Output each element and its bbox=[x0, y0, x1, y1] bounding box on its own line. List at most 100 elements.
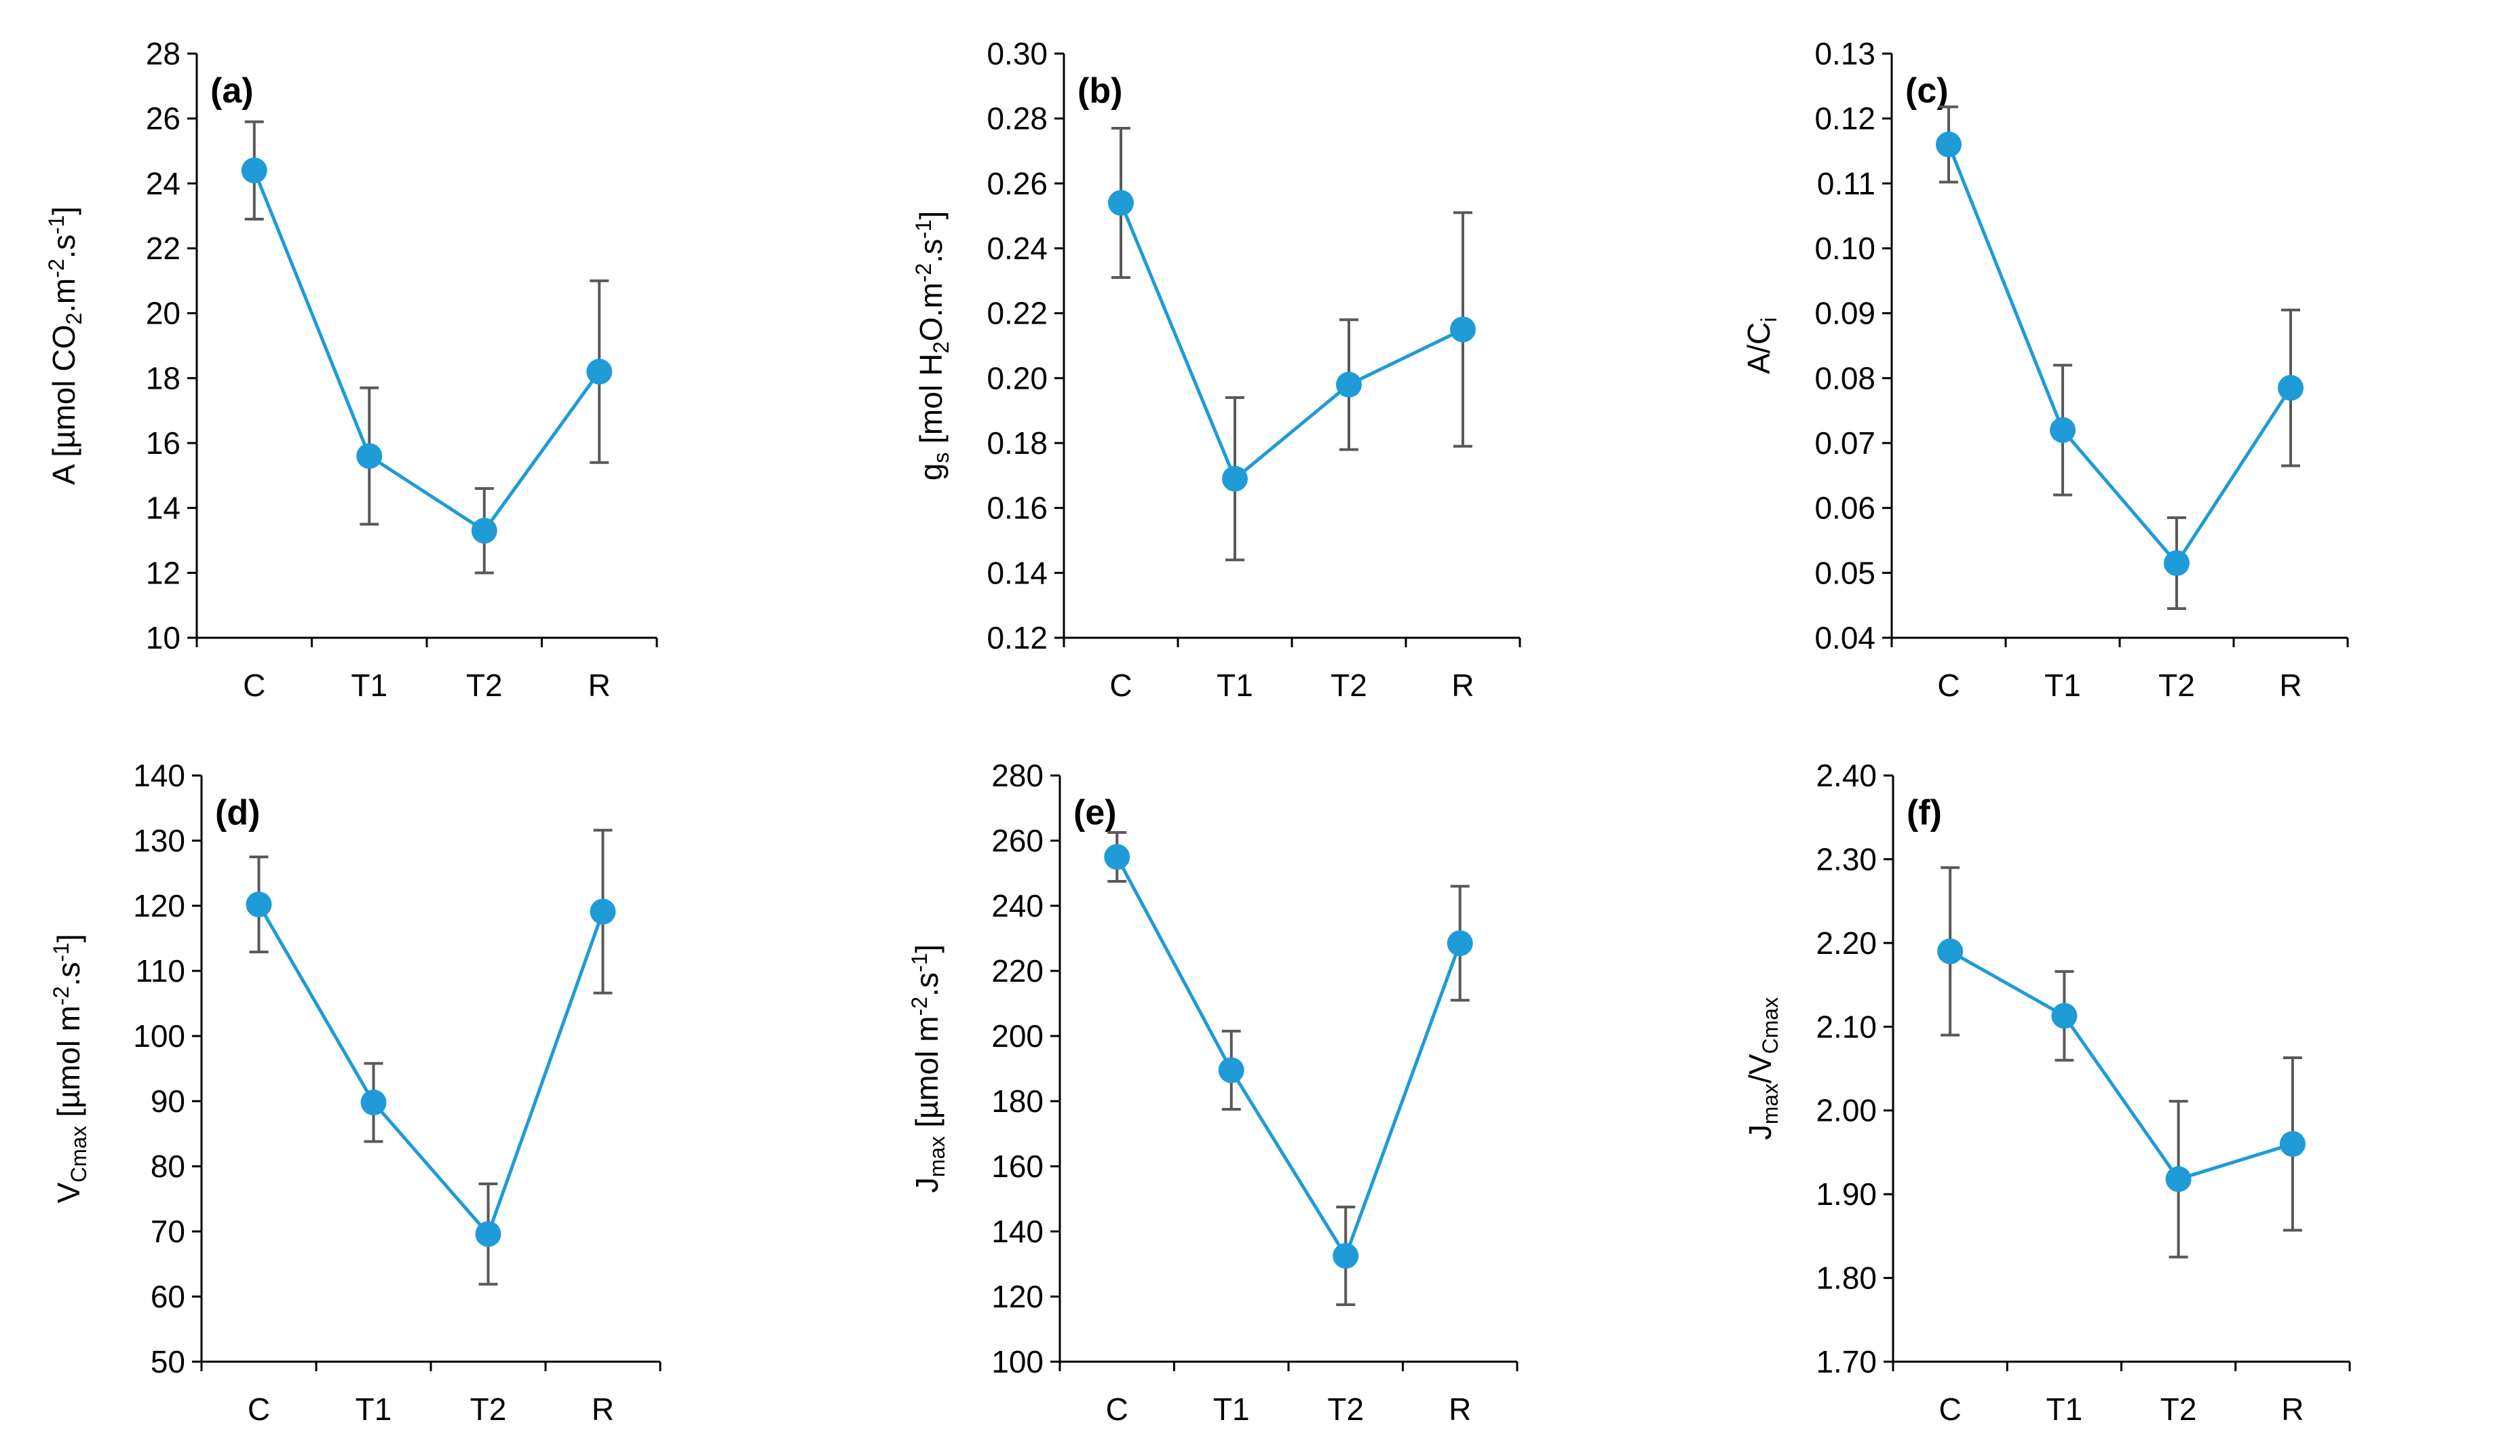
data-point bbox=[360, 1089, 387, 1115]
y-axis-title: A [µmol CO2.m-2.s-1] bbox=[44, 206, 86, 484]
series-line bbox=[1947, 144, 2293, 567]
chart-panel-b: 0.12 0.14 0.16 0.18 0.20 0.22 0.24 0.26 0.28 0.30… bbox=[911, 36, 1521, 703]
series-line bbox=[1949, 950, 2293, 1181]
y-axis-title: Jmax [µmol m-2.s-1] bbox=[907, 944, 949, 1193]
y-tick-label: 0.12 bbox=[987, 620, 1048, 655]
y-tick-label: 0.14 bbox=[987, 555, 1048, 590]
x-tick-label: T2 bbox=[2160, 1392, 2197, 1427]
y-tick-label: 20 bbox=[146, 296, 180, 331]
x-tick-label: T1 bbox=[1217, 668, 1253, 703]
x-tick-label: C bbox=[1109, 668, 1132, 703]
y-tick-label: 0.05 bbox=[1814, 555, 1875, 590]
y-tick-label: 16 bbox=[146, 425, 180, 461]
data-point bbox=[2165, 1166, 2192, 1192]
y-tick-label: 100 bbox=[133, 1018, 185, 1054]
y-tick-label: 0.06 bbox=[1814, 491, 1875, 526]
y-tick-label: 0.13 bbox=[1814, 36, 1875, 71]
x-tick-label: T2 bbox=[1327, 1392, 1364, 1427]
data-point bbox=[1336, 371, 1362, 398]
panel-label: (e) bbox=[1073, 793, 1117, 832]
y-tick-label: 240 bbox=[991, 888, 1044, 923]
data-point bbox=[1450, 316, 1476, 343]
y-tick-label: 110 bbox=[136, 953, 185, 989]
y-tick-label: 280 bbox=[991, 758, 1044, 793]
data-point bbox=[475, 1221, 501, 1247]
y-tick-label: 50 bbox=[151, 1344, 185, 1379]
data-point bbox=[1222, 465, 1248, 492]
data-point bbox=[2278, 375, 2304, 401]
data-point bbox=[2050, 417, 2076, 443]
x-tick-label: C bbox=[1939, 1392, 1962, 1427]
y-tick-label: 80 bbox=[151, 1149, 185, 1184]
y-axis-title: gs [mol H2O.m-2.s-1] bbox=[911, 211, 953, 480]
data-point bbox=[1936, 131, 1962, 157]
data-point bbox=[1104, 844, 1130, 870]
data-point bbox=[241, 157, 267, 184]
panel-label: (a) bbox=[210, 71, 254, 111]
y-tick-label: 1.90 bbox=[1816, 1176, 1877, 1212]
y-tick-label: 160 bbox=[991, 1149, 1044, 1184]
y-tick-label: 0.07 bbox=[1814, 425, 1875, 461]
series-line bbox=[1119, 202, 1464, 482]
x-tick-label: C bbox=[1937, 668, 1960, 703]
y-tick-label: 140 bbox=[991, 1214, 1044, 1249]
x-tick-label: T2 bbox=[466, 668, 503, 703]
data-point bbox=[356, 443, 383, 470]
series-line bbox=[1115, 856, 1462, 1260]
data-point bbox=[586, 358, 613, 385]
x-tick-label: T2 bbox=[470, 1392, 507, 1427]
y-tick-label: 2.40 bbox=[1816, 758, 1877, 793]
y-tick-label: 0.11 bbox=[1817, 166, 1875, 201]
x-tick-label: R bbox=[1449, 1392, 1471, 1427]
y-tick-label: 14 bbox=[146, 491, 180, 526]
x-tick-label: C bbox=[243, 668, 265, 703]
y-tick-label: 1.70 bbox=[1816, 1344, 1877, 1379]
y-tick-label: 100 bbox=[991, 1344, 1044, 1379]
y-tick-label: 10 bbox=[146, 620, 180, 655]
y-tick-label: 1.80 bbox=[1816, 1261, 1877, 1296]
data-point bbox=[1108, 190, 1134, 216]
x-tick-label: T1 bbox=[2046, 1392, 2083, 1427]
y-tick-label: 2.10 bbox=[1816, 1009, 1877, 1044]
data-point bbox=[246, 892, 272, 918]
data-point bbox=[2164, 550, 2190, 576]
y-tick-label: 140 bbox=[133, 758, 185, 793]
x-tick-label: T1 bbox=[356, 1392, 392, 1427]
y-tick-label: 0.09 bbox=[1814, 296, 1875, 331]
y-tick-label: 120 bbox=[133, 888, 185, 923]
chart-panel-d: 50 60 70 80 90 100 110 120 130 140 C T1 T2 R (d) VCmax … bbox=[49, 758, 662, 1427]
x-tick-label: T2 bbox=[2158, 668, 2195, 703]
data-point bbox=[1937, 938, 1964, 965]
x-tick-label: T2 bbox=[1331, 668, 1367, 703]
y-tick-label: 0.20 bbox=[987, 360, 1048, 396]
chart-panel-e: 100 120 140 160 180 200 220 240 260 280 C T1 T2 R (e) J… bbox=[907, 758, 1519, 1427]
y-tick-label: 220 bbox=[991, 953, 1044, 989]
data-point bbox=[1218, 1057, 1244, 1084]
data-point bbox=[590, 898, 616, 925]
y-tick-label: 26 bbox=[146, 101, 180, 136]
series-line bbox=[252, 170, 601, 533]
y-tick-label: 60 bbox=[151, 1279, 185, 1314]
x-tick-label: R bbox=[1451, 668, 1474, 703]
y-tick-label: 2.20 bbox=[1816, 925, 1877, 961]
y-axis-title: Jmax/VCmax bbox=[1742, 997, 1782, 1140]
y-tick-label: 70 bbox=[151, 1214, 185, 1249]
y-tick-label: 0.08 bbox=[1814, 360, 1875, 396]
y-tick-label: 12 bbox=[146, 555, 180, 590]
y-axis-title: A/Ci bbox=[1741, 318, 1781, 375]
x-tick-label: C bbox=[248, 1392, 270, 1427]
y-tick-label: 28 bbox=[146, 36, 180, 71]
y-tick-label: 18 bbox=[146, 360, 180, 396]
panel-label: (f) bbox=[1907, 793, 1942, 832]
y-tick-label: 130 bbox=[133, 823, 185, 858]
y-axis-title: VCmax [µmol m-2.s-1] bbox=[49, 934, 91, 1203]
x-tick-label: R bbox=[2279, 668, 2302, 703]
data-point bbox=[2051, 1003, 2078, 1029]
y-tick-label: 22 bbox=[146, 231, 180, 266]
x-tick-label: R bbox=[592, 1392, 614, 1427]
chart-panel-c: 0.04 0.05 0.06 0.07 0.08 0.09 0.10 0.11 0.12 0.13… bbox=[1741, 36, 2349, 703]
panel-label: (d) bbox=[215, 793, 260, 832]
y-tick-label: 0.16 bbox=[987, 491, 1048, 526]
y-tick-label: 200 bbox=[991, 1018, 1044, 1054]
